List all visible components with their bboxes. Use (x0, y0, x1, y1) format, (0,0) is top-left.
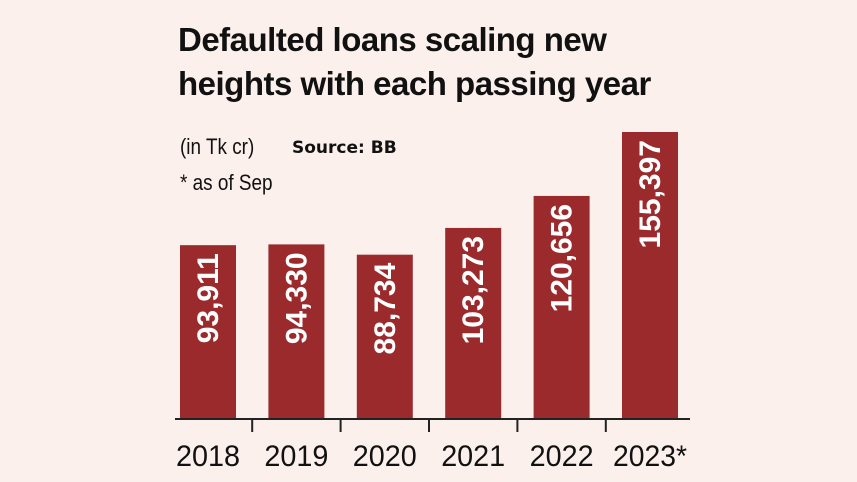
chart-title: Defaulted loans scaling new heights with… (178, 18, 651, 106)
source-label: Source: BB (292, 138, 397, 158)
bar-value-label: 103,273 (457, 236, 490, 344)
x-tick-label: 2022 (530, 440, 594, 473)
bar-2023 (622, 132, 678, 418)
x-tick-label: 2019 (264, 440, 328, 473)
unit-label: (in Tk cr) (180, 134, 255, 159)
x-tick-label: 2021 (441, 440, 505, 473)
chart-title-line-2: heights with each passing year (178, 65, 651, 102)
bar-value-label: 88,734 (369, 262, 402, 354)
footnote: * as of Sep (180, 170, 273, 195)
bar-value-label: 93,911 (192, 253, 225, 343)
x-tick-label: 2020 (353, 440, 417, 473)
bar-2022 (533, 195, 590, 418)
x-tick-label: 2018 (176, 440, 240, 473)
bar-value-label: 94,330 (280, 252, 313, 344)
bar-value-label: 120,656 (546, 204, 579, 312)
bar-value-label: 155,397 (634, 140, 667, 248)
bar-2020 (356, 254, 413, 418)
bar-2021 (445, 227, 502, 418)
bar-2019 (268, 244, 325, 418)
chart-title-line-1: Defaulted loans scaling new (178, 21, 607, 58)
bar-2018 (180, 245, 236, 418)
x-tick-label: 2023* (613, 440, 687, 473)
